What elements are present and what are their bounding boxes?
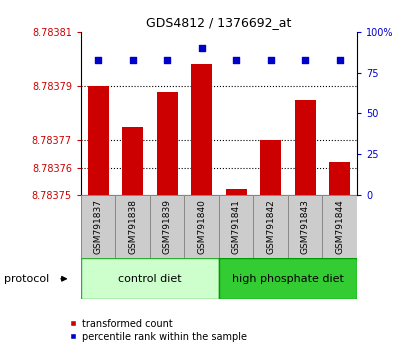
Title: GDS4812 / 1376692_at: GDS4812 / 1376692_at: [146, 16, 292, 29]
Point: [336, 57, 343, 62]
Point: [95, 57, 102, 62]
Text: GSM791843: GSM791843: [300, 199, 310, 254]
Bar: [330, 162, 350, 195]
Bar: [191, 64, 212, 195]
Bar: [122, 127, 143, 195]
Bar: [115, 195, 150, 258]
Text: GSM791844: GSM791844: [335, 199, 344, 254]
Point: [267, 57, 274, 62]
Bar: [88, 86, 109, 195]
Bar: [157, 92, 178, 195]
Text: high phosphate diet: high phosphate diet: [232, 274, 344, 284]
Text: GSM791839: GSM791839: [163, 199, 172, 254]
Bar: [219, 258, 357, 299]
Bar: [254, 195, 288, 258]
Text: GSM791840: GSM791840: [197, 199, 206, 254]
Bar: [226, 189, 247, 195]
Bar: [295, 100, 315, 195]
Text: GSM791838: GSM791838: [128, 199, 137, 254]
Bar: [322, 195, 357, 258]
Bar: [81, 258, 219, 299]
Text: protocol: protocol: [4, 274, 49, 284]
Bar: [81, 195, 115, 258]
Point: [164, 57, 171, 62]
Bar: [260, 141, 281, 195]
Bar: [150, 195, 184, 258]
Point: [198, 45, 205, 51]
Bar: [184, 195, 219, 258]
Bar: [288, 195, 322, 258]
Point: [129, 57, 136, 62]
Legend: transformed count, percentile rank within the sample: transformed count, percentile rank withi…: [65, 315, 251, 346]
Bar: [219, 195, 254, 258]
Text: GSM791837: GSM791837: [94, 199, 103, 254]
Text: GSM791842: GSM791842: [266, 199, 275, 254]
Point: [302, 57, 308, 62]
Text: control diet: control diet: [118, 274, 182, 284]
Point: [233, 57, 239, 62]
Text: GSM791841: GSM791841: [232, 199, 241, 254]
